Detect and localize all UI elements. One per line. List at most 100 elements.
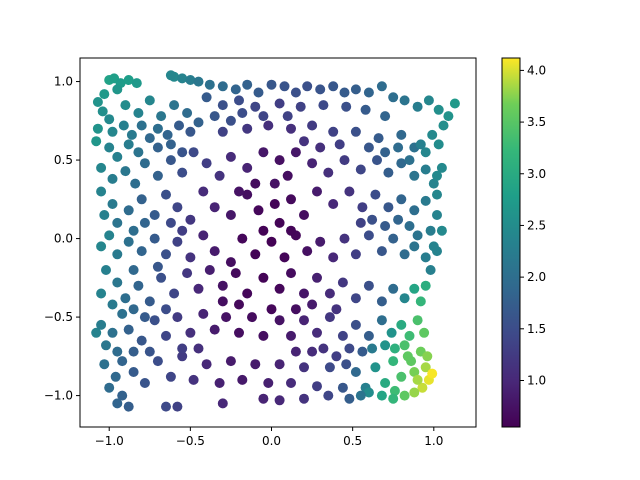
- data-point: [117, 356, 128, 367]
- data-point: [344, 343, 355, 354]
- data-point: [185, 126, 196, 137]
- data-point: [449, 98, 460, 109]
- data-point: [225, 210, 236, 220]
- data-point: [225, 257, 236, 268]
- data-point: [263, 378, 274, 388]
- data-point: [253, 87, 264, 98]
- data-point: [376, 246, 387, 257]
- data-point: [404, 221, 415, 231]
- y-tick-label: −0.5: [44, 310, 73, 324]
- data-point: [172, 236, 183, 247]
- data-point: [198, 230, 209, 241]
- data-point: [149, 210, 160, 220]
- data-point: [123, 75, 134, 85]
- data-point: [185, 75, 196, 85]
- data-point: [286, 225, 296, 236]
- data-point: [409, 367, 420, 377]
- data-point: [149, 315, 160, 326]
- data-point: [290, 87, 301, 98]
- data-point: [337, 277, 348, 288]
- data-point: [97, 106, 108, 117]
- data-point: [389, 385, 400, 396]
- data-point: [144, 133, 155, 144]
- data-point: [312, 327, 322, 338]
- data-point: [295, 101, 306, 112]
- data-point: [120, 293, 131, 304]
- data-point: [388, 393, 399, 404]
- data-point: [162, 129, 173, 140]
- data-point: [396, 194, 407, 205]
- x-tick-label: 0.5: [343, 434, 362, 448]
- data-point: [230, 84, 241, 95]
- data-point: [315, 84, 326, 95]
- data-point: [188, 374, 199, 385]
- data-point: [399, 293, 410, 304]
- data-point: [172, 202, 183, 213]
- data-point: [339, 87, 350, 98]
- data-point: [169, 100, 180, 111]
- data-point: [363, 330, 374, 341]
- data-point: [318, 100, 329, 111]
- data-point: [427, 129, 438, 140]
- data-point: [339, 155, 350, 166]
- data-point: [217, 296, 228, 307]
- data-point: [217, 100, 228, 111]
- data-point: [193, 343, 204, 354]
- data-point: [92, 123, 103, 134]
- data-point: [130, 178, 141, 189]
- data-point: [242, 288, 253, 299]
- data-point: [112, 217, 123, 228]
- data-point: [290, 304, 301, 315]
- data-point: [423, 95, 434, 106]
- data-point: [324, 288, 335, 299]
- data-point: [165, 70, 176, 81]
- data-point: [198, 186, 209, 197]
- data-point: [182, 108, 193, 118]
- data-point: [350, 126, 361, 137]
- data-point: [380, 340, 391, 351]
- data-point: [422, 351, 433, 362]
- y-tick-label: 0.0: [54, 232, 73, 246]
- data-point: [149, 233, 160, 244]
- data-point: [161, 249, 171, 260]
- data-point: [367, 214, 378, 225]
- data-point: [341, 101, 352, 112]
- data-point: [172, 312, 183, 323]
- data-point: [274, 315, 285, 326]
- data-point: [136, 194, 147, 205]
- data-point: [357, 346, 368, 357]
- x-tick-label: 1.0: [424, 434, 443, 448]
- data-point: [242, 189, 253, 200]
- data-point: [112, 84, 123, 95]
- data-point: [396, 319, 407, 330]
- data-point: [128, 367, 139, 377]
- data-point: [193, 76, 204, 87]
- data-point: [242, 123, 253, 134]
- data-point: [165, 217, 176, 228]
- data-point: [299, 136, 309, 147]
- data-point: [144, 95, 155, 106]
- data-point: [286, 194, 296, 205]
- data-point: [350, 367, 361, 377]
- data-point: [274, 217, 285, 228]
- data-point: [315, 142, 326, 153]
- data-point: [299, 315, 309, 326]
- data-point: [279, 81, 290, 92]
- data-point: [388, 356, 399, 367]
- data-point: [388, 92, 399, 103]
- data-point: [412, 374, 423, 385]
- data-point: [217, 81, 228, 92]
- data-point: [209, 246, 220, 257]
- data-point: [355, 390, 366, 401]
- data-point: [376, 315, 387, 326]
- data-point: [250, 249, 261, 260]
- data-point: [363, 142, 374, 153]
- data-point: [266, 304, 277, 315]
- data-point: [144, 346, 155, 357]
- data-point: [250, 359, 261, 370]
- data-point: [161, 330, 171, 341]
- colorbar-tick-label: 3.5: [527, 115, 546, 129]
- data-point: [174, 120, 184, 131]
- colorbar-tick-label: 1.0: [527, 373, 546, 387]
